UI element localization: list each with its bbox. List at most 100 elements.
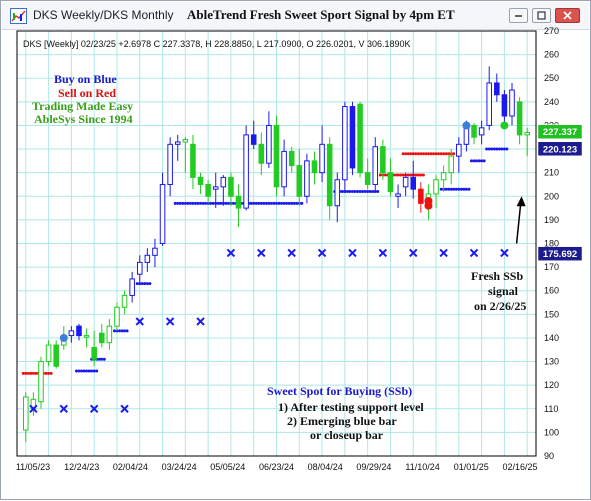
support-dot bbox=[47, 371, 51, 375]
support-dot bbox=[366, 190, 370, 194]
price-bar bbox=[266, 124, 272, 164]
price-bar bbox=[486, 82, 492, 126]
support-dot bbox=[353, 190, 357, 194]
support-dot bbox=[282, 201, 286, 205]
support-dot bbox=[120, 329, 124, 333]
support-dot bbox=[411, 152, 415, 156]
support-dot bbox=[143, 282, 147, 286]
x-marker bbox=[135, 317, 144, 326]
support-dot bbox=[183, 201, 187, 205]
support-dot bbox=[211, 201, 215, 205]
fresh-signal-line-1: Fresh SSb bbox=[471, 269, 524, 283]
support-dot bbox=[426, 152, 430, 156]
support-dot bbox=[437, 152, 441, 156]
y-tick-label: 130 bbox=[544, 357, 559, 367]
support-dot bbox=[145, 282, 149, 286]
support-dot bbox=[350, 190, 354, 194]
title-bar[interactable]: DKS Weekly/DKS Monthly AbleTrend Fresh S… bbox=[2, 2, 589, 30]
minimize-button[interactable] bbox=[509, 8, 528, 23]
y-tick-label: 250 bbox=[544, 73, 559, 83]
price-bar bbox=[98, 332, 105, 344]
support-dot bbox=[31, 371, 35, 375]
price-bar bbox=[68, 330, 75, 337]
signal-dot bbox=[59, 333, 68, 342]
price-bar bbox=[364, 172, 371, 185]
y-tick-label: 170 bbox=[544, 262, 559, 272]
x-marker bbox=[409, 248, 418, 258]
support-dot bbox=[406, 152, 410, 156]
price-bar bbox=[296, 165, 303, 197]
price-bar bbox=[114, 306, 120, 327]
price-bar bbox=[304, 160, 310, 197]
support-dot bbox=[444, 187, 448, 191]
support-dot bbox=[77, 369, 81, 373]
price-bar bbox=[402, 176, 409, 188]
support-dot bbox=[97, 357, 101, 361]
support-dot bbox=[454, 187, 458, 191]
support-dot bbox=[193, 201, 197, 205]
y-tick-label: 240 bbox=[544, 97, 559, 107]
legend-since: AbleSys Since 1994 bbox=[34, 112, 133, 126]
x-tick-label: 11/05/23 bbox=[16, 462, 50, 472]
legend-buy: Buy on Blue bbox=[54, 72, 117, 86]
support-dot bbox=[464, 187, 468, 191]
support-dot bbox=[340, 190, 344, 194]
price-bar bbox=[167, 143, 173, 185]
price-bar bbox=[243, 134, 249, 209]
support-dot bbox=[421, 173, 425, 177]
support-dot bbox=[358, 190, 362, 194]
price-bar bbox=[418, 188, 424, 204]
support-dot bbox=[487, 147, 491, 151]
chart-app-icon bbox=[10, 8, 27, 24]
y-tick-label: 180 bbox=[544, 239, 559, 249]
support-dot bbox=[497, 147, 501, 151]
support-dot bbox=[181, 201, 185, 205]
price-badge bbox=[537, 141, 583, 157]
support-dot bbox=[29, 371, 33, 375]
price-bar bbox=[53, 344, 59, 367]
support-dot bbox=[475, 159, 479, 163]
support-dot bbox=[371, 190, 375, 194]
price-bar bbox=[235, 195, 242, 209]
support-dot bbox=[219, 201, 223, 205]
support-dot bbox=[82, 369, 86, 373]
signal-dot bbox=[462, 121, 471, 130]
price-bar bbox=[23, 396, 29, 431]
close-button[interactable] bbox=[555, 8, 580, 23]
support-dot bbox=[125, 329, 129, 333]
support-dot bbox=[439, 187, 443, 191]
price-bar bbox=[159, 183, 166, 245]
price-bar bbox=[174, 141, 181, 145]
support-dot bbox=[226, 201, 230, 205]
price-bar bbox=[387, 172, 394, 193]
maximize-button[interactable] bbox=[532, 8, 551, 23]
support-dot bbox=[112, 329, 116, 333]
chart-title: AbleTrend Fresh Sweet Sport Signal by 4p… bbox=[187, 7, 455, 22]
support-dot bbox=[254, 201, 258, 205]
support-dot bbox=[368, 190, 372, 194]
price-bar bbox=[190, 143, 196, 178]
support-dot bbox=[406, 173, 410, 177]
x-marker bbox=[287, 248, 296, 258]
support-dot bbox=[178, 201, 182, 205]
x-marker bbox=[59, 404, 68, 413]
support-dot bbox=[421, 152, 425, 156]
support-dot bbox=[275, 201, 278, 205]
price-bar bbox=[524, 132, 530, 136]
price-bar bbox=[478, 127, 485, 136]
price-bar bbox=[380, 146, 386, 174]
price-bar bbox=[494, 82, 500, 96]
support-dot bbox=[300, 201, 304, 205]
support-dot bbox=[401, 173, 405, 177]
price-badge-label: 227.337 bbox=[543, 127, 577, 138]
y-tick-label: 110 bbox=[544, 404, 558, 414]
support-dot bbox=[249, 201, 253, 205]
support-dot bbox=[444, 152, 448, 156]
price-bar bbox=[205, 183, 211, 197]
support-dot bbox=[404, 152, 408, 156]
x-marker bbox=[469, 248, 479, 258]
support-dot bbox=[396, 173, 400, 177]
x-tick-label: 02/16/25 bbox=[502, 462, 537, 472]
x-tick-label: 05/05/24 bbox=[210, 462, 245, 472]
